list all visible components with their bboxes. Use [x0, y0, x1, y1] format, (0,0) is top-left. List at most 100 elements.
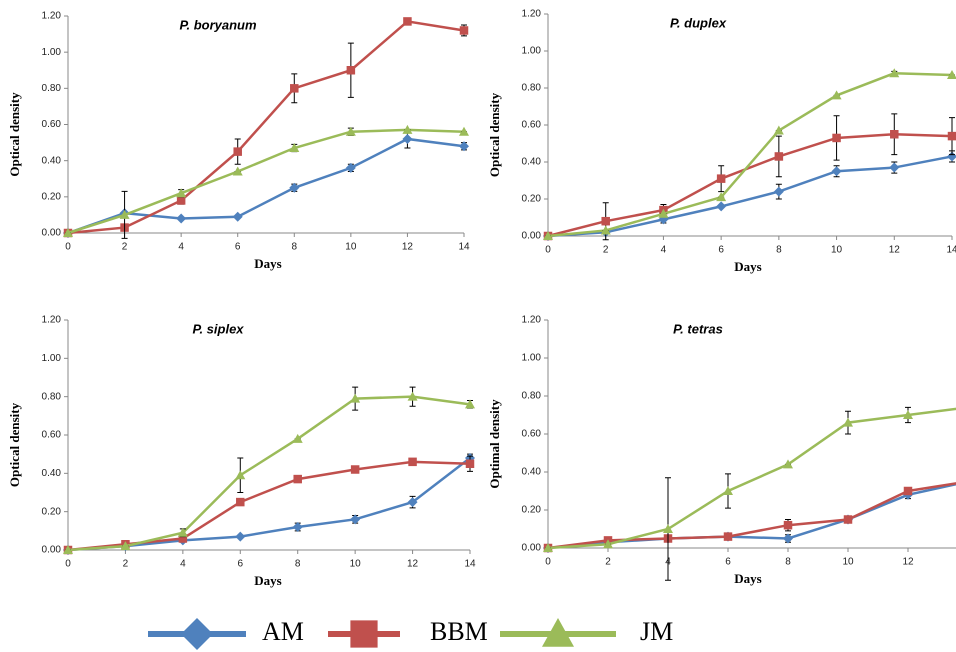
y-tick-label: 1.20 — [42, 315, 62, 326]
y-axis-label: Optical density — [487, 92, 502, 177]
x-tick-label: 6 — [238, 559, 244, 570]
x-tick-label: 6 — [235, 242, 241, 253]
y-tick-label: 0.40 — [42, 155, 62, 166]
x-tick-label: 8 — [292, 242, 298, 253]
legend-label: BBM — [430, 617, 488, 646]
y-tick-label: 1.00 — [522, 46, 542, 57]
marker — [844, 515, 853, 524]
marker — [775, 152, 784, 161]
x-tick-label: 0 — [65, 242, 71, 253]
marker — [784, 521, 793, 530]
x-tick-label: 4 — [180, 559, 186, 570]
marker — [177, 196, 186, 205]
legend-label: AM — [262, 617, 304, 646]
y-tick-label: 0.60 — [42, 430, 62, 441]
y-tick-label: 0.00 — [42, 545, 62, 556]
marker — [783, 534, 793, 544]
x-axis-label: Days — [734, 571, 761, 586]
x-tick-label: 12 — [902, 557, 914, 568]
y-tick-label: 0.60 — [522, 120, 542, 131]
x-tick-label: 6 — [718, 245, 724, 256]
y-tick-label: 1.20 — [522, 315, 542, 326]
y-tick-label: 0.80 — [522, 391, 542, 402]
x-tick-label: 10 — [345, 242, 357, 253]
x-tick-label: 8 — [295, 559, 301, 570]
marker — [347, 66, 356, 75]
y-axis-label: Optimal density — [487, 399, 502, 489]
legend-label: JM — [640, 617, 673, 646]
marker — [350, 620, 377, 647]
x-tick-label: 4 — [178, 242, 184, 253]
y-tick-label: 0.80 — [42, 83, 62, 94]
y-tick-label: 0.20 — [42, 191, 62, 202]
marker — [236, 498, 245, 507]
y-tick-label: 1.00 — [42, 353, 62, 364]
x-tick-label: 2 — [605, 557, 611, 568]
y-tick-label: 1.20 — [522, 9, 542, 20]
marker — [832, 166, 842, 176]
marker — [717, 174, 726, 183]
chart: 0.00 0.20 0.40 0.60 0.80 1.00 1.20 0 2 4 6 8 10 12 14 P… — [7, 315, 476, 588]
x-tick-label: 12 — [889, 245, 901, 256]
y-tick-label: 0.20 — [42, 506, 62, 517]
chart-title: P. tetras — [673, 321, 723, 336]
y-tick-label: 0.60 — [522, 429, 542, 440]
marker — [601, 217, 610, 226]
chart-title: P. boryanum — [179, 17, 257, 32]
marker — [408, 458, 417, 467]
y-tick-label: 1.00 — [522, 353, 542, 364]
x-tick-label: 12 — [402, 242, 414, 253]
marker — [346, 163, 356, 173]
marker — [724, 532, 733, 541]
y-tick-label: 0.00 — [522, 231, 542, 242]
marker — [466, 460, 475, 469]
series-line — [68, 462, 470, 550]
marker — [351, 465, 360, 474]
y-tick-label: 1.00 — [42, 47, 62, 58]
marker — [890, 130, 899, 139]
y-tick-label: 0.40 — [522, 467, 542, 478]
y-tick-label: 0.80 — [42, 391, 62, 402]
x-tick-label: 12 — [407, 559, 419, 570]
marker — [293, 522, 303, 532]
legend: AM BBM JM — [148, 617, 673, 650]
y-tick-label: 0.40 — [522, 157, 542, 168]
x-tick-label: 14 — [946, 245, 956, 256]
marker — [176, 214, 186, 224]
x-tick-label: 14 — [464, 559, 476, 570]
marker — [402, 134, 412, 144]
marker — [774, 126, 784, 135]
x-tick-label: 10 — [350, 559, 362, 570]
marker — [948, 132, 956, 141]
y-tick-label: 0.00 — [42, 228, 62, 239]
y-tick-label: 0.20 — [522, 505, 542, 516]
marker — [832, 134, 841, 143]
y-tick-label: 0.80 — [522, 83, 542, 94]
marker — [403, 17, 412, 26]
marker — [235, 532, 245, 542]
y-axis-label: Optical density — [7, 402, 22, 487]
x-tick-label: 8 — [785, 557, 791, 568]
chart-title: P. siplex — [192, 321, 244, 336]
chart-title: P. duplex — [670, 15, 727, 30]
y-tick-label: 0.40 — [42, 468, 62, 479]
series-line — [548, 407, 956, 548]
marker — [889, 163, 899, 173]
x-tick-label: 2 — [123, 559, 129, 570]
figure: 0.00 0.20 0.40 0.60 0.80 1.00 1.20 0 2 4 6 8 10 12 14 P… — [0, 0, 956, 652]
x-axis-label: Days — [254, 256, 281, 271]
y-tick-label: 0.00 — [522, 543, 542, 554]
x-tick-label: 0 — [545, 557, 551, 568]
marker — [181, 618, 213, 650]
x-tick-label: 14 — [458, 242, 470, 253]
marker — [460, 26, 469, 35]
x-tick-label: 10 — [831, 245, 843, 256]
marker — [716, 201, 726, 211]
y-tick-label: 0.20 — [522, 194, 542, 205]
marker — [904, 487, 913, 496]
plots: 0.00 0.20 0.40 0.60 0.80 1.00 1.20 0 2 4 6 8 10 12 14 P… — [7, 9, 956, 588]
x-tick-label: 0 — [65, 559, 71, 570]
x-tick-label: 4 — [661, 245, 667, 256]
